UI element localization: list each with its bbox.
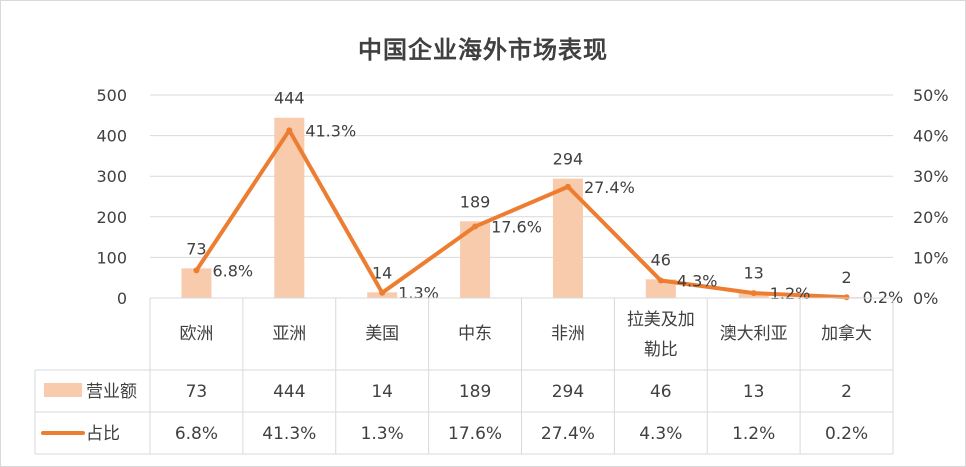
category-label: 美国	[365, 324, 399, 344]
chart-title: 中国企业海外市场表现	[358, 36, 608, 64]
y-left-tick-label: 100	[96, 248, 127, 267]
legend-label-revenue: 营业额	[86, 382, 137, 402]
line-value-label: 1.3%	[398, 284, 439, 303]
line-value-label: 1.2%	[770, 284, 811, 303]
table-cell-share: 1.3%	[361, 424, 404, 444]
y-left-tick-label: 0	[117, 289, 127, 308]
table-cell-revenue: 444	[273, 382, 305, 402]
y-left-tick-label: 500	[96, 86, 127, 105]
line-point-8	[843, 294, 850, 301]
line-series-share	[194, 128, 849, 300]
legend-label-share: 占比	[86, 424, 120, 444]
table-cell-revenue: 13	[743, 382, 765, 402]
line-value-label: 27.4%	[584, 178, 635, 197]
y-right-tick-label: 10%	[913, 248, 949, 267]
bar-value-label: 13	[744, 264, 764, 283]
y-left-tick-label: 200	[96, 208, 127, 227]
category-label: 非洲	[551, 324, 585, 344]
bar-value-label: 189	[460, 192, 491, 211]
line-point-5	[564, 183, 571, 190]
category-label: 加拿大	[821, 323, 872, 344]
category-label: 拉美及加	[627, 310, 695, 330]
y-right-tick-label: 50%	[913, 86, 949, 105]
table-cell-share: 0.2%	[825, 424, 868, 444]
table-cell-share: 1.2%	[732, 424, 775, 444]
table-cell-revenue: 46	[650, 382, 672, 402]
line-point-6	[657, 277, 664, 284]
table-cell-revenue: 73	[186, 382, 208, 402]
table-cell-share: 27.4%	[541, 424, 595, 444]
y-right-tick-label: 40%	[913, 127, 949, 146]
bar-value-label: 73	[186, 239, 206, 258]
table-cell-revenue: 294	[552, 382, 584, 402]
table-cell-share: 41.3%	[262, 424, 316, 444]
line-value-label: 17.6%	[491, 218, 542, 237]
bar-value-label: 46	[651, 250, 671, 269]
bar-6	[645, 279, 676, 298]
table-cell-revenue: 2	[841, 382, 852, 402]
line-point-4	[472, 223, 479, 230]
table-cell-revenue: 14	[371, 382, 393, 402]
category-label: 澳大利亚	[720, 324, 788, 344]
legend-swatch-revenue	[44, 383, 82, 397]
category-label: 亚洲	[272, 324, 306, 344]
y-left-tick-label: 400	[96, 127, 127, 146]
bar-value-label: 444	[274, 89, 305, 108]
y-right-tick-label: 0%	[913, 289, 938, 308]
category-label: 欧洲	[179, 324, 213, 344]
table-cell-revenue: 189	[459, 382, 491, 402]
table-cell-share: 17.6%	[448, 424, 502, 444]
line-value-label: 6.8%	[212, 261, 253, 280]
category-label: 中东	[458, 324, 492, 344]
bar-value-label: 294	[553, 150, 584, 169]
line-point-2	[286, 127, 293, 134]
line-point-3	[379, 289, 386, 296]
line-value-label: 41.3%	[305, 121, 356, 140]
table-cell-share: 4.3%	[639, 424, 682, 444]
bar-value-label: 2	[841, 268, 851, 287]
bar-value-label: 14	[372, 263, 392, 282]
line-point-1	[193, 267, 200, 274]
y-right-tick-label: 30%	[913, 167, 949, 186]
y-left-tick-label: 300	[96, 167, 127, 186]
table-cell-share: 6.8%	[175, 424, 218, 444]
category-label: 勒比	[644, 340, 678, 360]
y-right-tick-label: 20%	[913, 208, 949, 227]
line-value-label: 4.3%	[677, 272, 718, 291]
line-point-7	[750, 290, 757, 297]
